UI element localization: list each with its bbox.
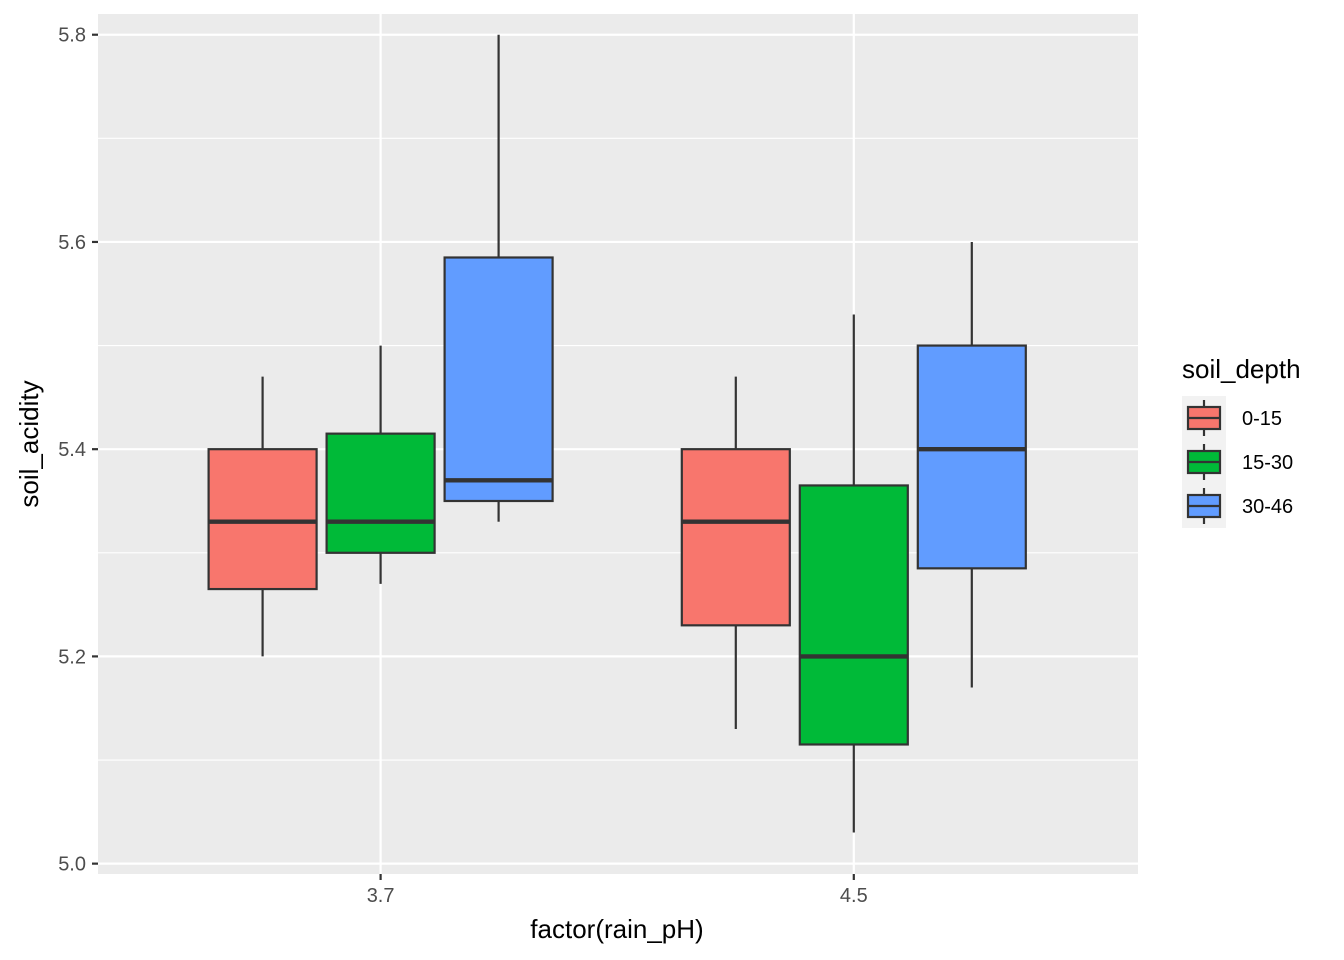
y-tick-label: 5.8 <box>58 25 86 47</box>
x-axis: 3.7 4.5 <box>367 874 868 907</box>
box-15-30-3.7 <box>325 345 436 584</box>
box-0-15-4.5 <box>680 376 791 729</box>
box-iqr <box>325 432 436 554</box>
x-axis-title: factor(rain_pH) <box>530 914 703 944</box>
legend-item-0-15: 0-15 <box>1182 396 1282 440</box>
legend-label: 15-30 <box>1242 452 1293 474</box>
y-tick-label: 5.6 <box>58 232 86 254</box>
y-tick-label: 5.2 <box>58 646 86 668</box>
legend-item-30-46: 30-46 <box>1182 484 1293 528</box>
box-iqr <box>916 344 1027 570</box>
box-0-15-3.7 <box>207 376 318 657</box>
legend-item-15-30: 15-30 <box>1182 440 1293 484</box>
x-tick-label: 4.5 <box>840 885 868 907</box>
legend-label: 0-15 <box>1242 408 1282 430</box>
box-groups <box>207 34 1027 833</box>
y-tick-label: 5.4 <box>58 439 86 461</box>
box-iqr <box>680 448 791 627</box>
y-axis-title: soil_acidity <box>14 380 44 507</box>
x-tick-label: 3.7 <box>367 885 395 907</box>
box-30-46-4.5 <box>916 241 1027 688</box>
legend-title: soil_depth <box>1182 354 1301 384</box>
box-30-46-3.7 <box>443 34 554 522</box>
box-15-30-4.5 <box>798 314 909 833</box>
y-axis: 5.0 5.2 5.4 5.6 5.8 <box>58 25 98 876</box>
box-iqr <box>207 448 318 591</box>
y-tick-label: 5.0 <box>58 854 86 876</box>
legend-label: 30-46 <box>1242 496 1293 518</box>
legend: soil_depth 0-15 15-30 30-46 <box>1182 354 1301 528</box>
box-iqr <box>443 256 554 503</box>
box-iqr <box>798 484 909 746</box>
